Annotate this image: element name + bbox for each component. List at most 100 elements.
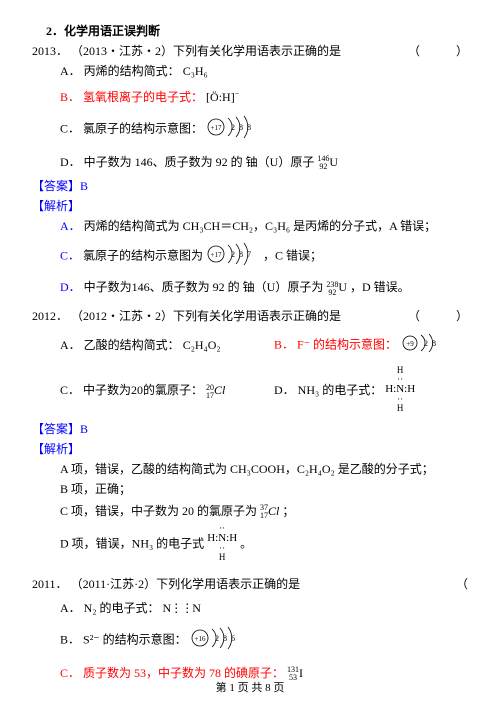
- label: D．: [60, 280, 81, 294]
- svg-text:8: 8: [239, 123, 243, 132]
- q2011-text: （2011·江苏·2）下列化学用语表示正确的是: [71, 577, 301, 591]
- text: 氯原子的结构示意图：: [83, 121, 203, 135]
- text: 乙酸的结构简式：: [84, 338, 180, 352]
- label: B．: [274, 337, 294, 351]
- svg-text:2: 2: [231, 123, 235, 132]
- svg-text:7: 7: [247, 250, 251, 259]
- q2013-jx-label: 【解析】: [32, 197, 468, 215]
- tail: 。: [240, 536, 252, 550]
- isotope: 3717Cl: [260, 504, 282, 518]
- tail: ，C 错误；: [263, 249, 322, 263]
- q2011-prefix: 2011．: [32, 577, 68, 591]
- nh3-lewis-correct: ·· H:N:H ·· H: [207, 524, 237, 565]
- n2-lewis: N⋮⋮N: [163, 601, 200, 615]
- nh3-lewis-wrong: H ·· H:N:H ·· H: [385, 366, 415, 416]
- q2013-paren: （ ）: [408, 42, 468, 60]
- hydroxide-lewis: [Ö:H]−: [206, 90, 239, 104]
- isotope: 13153I: [287, 666, 303, 680]
- svg-text:+16: +16: [194, 635, 205, 643]
- q2012-jx-b: B 项，正确；: [32, 480, 468, 498]
- text: 氢氧根离子的电子式：: [83, 90, 203, 104]
- text: 中子数为146、质子数为 92 的 铀（U）原子为: [84, 280, 324, 294]
- q2012-prefix: 2012．: [32, 309, 68, 323]
- pre: C 项，错误，中子数为 20 的氯原子为: [60, 504, 257, 518]
- tail: ；: [282, 504, 294, 518]
- page-footer: 第 1 页 共 8 页: [0, 680, 500, 697]
- text: 丙烯的结构简式为 CH₃CH＝CH₂，C₃H₆ 是丙烯的分子式，A 错误；: [84, 219, 436, 233]
- text: N₂ 的电子式：: [84, 601, 160, 615]
- label: A．: [60, 64, 81, 78]
- q2012-row-ab: A． 乙酸的结构简式： C₂H₄O₂ B． F⁻ 的结构示意图： +9 2 8: [32, 331, 468, 360]
- q2013-header: 2013． （2013・江苏・2）下列有关化学用语表示正确的是 （ ）: [32, 42, 468, 60]
- q2013-opt-c: C． 氯原子的结构示意图： +17 2 8 8: [32, 114, 468, 145]
- q2013-answer: 【答案】B: [32, 177, 468, 195]
- svg-text:8: 8: [247, 123, 251, 132]
- q2012-answer: 【答案】B: [32, 420, 468, 438]
- text: 氯原子的结构示意图为: [83, 249, 203, 263]
- q2013-jx-a: A． 丙烯的结构简式为 CH₃CH＝CH₂，C₃H₆ 是丙烯的分子式，A 错误；: [32, 217, 468, 235]
- label: D．: [274, 382, 295, 396]
- label: A．: [60, 338, 81, 352]
- q2013-jx-c: C． 氯原子的结构示意图为 +17 2 8 7 ，C 错误；: [32, 241, 468, 272]
- isotope: 23892U: [326, 280, 350, 294]
- text: 丙烯的结构简式：: [84, 64, 180, 78]
- q2012-text: （2012・江苏・2）下列有关化学用语表示正确的是: [71, 309, 341, 323]
- text: S²⁻ 的结构示意图：: [83, 632, 187, 646]
- svg-text:2: 2: [231, 250, 235, 259]
- q2011-paren: （: [456, 575, 468, 593]
- q2013-opt-a: A． 丙烯的结构简式： C₃H₆: [32, 62, 468, 80]
- q2012-row-cd: C． 中子数为20的氯原子： 2017Cl D． NH₃ 的电子式： H ·· …: [32, 366, 468, 416]
- text: 中子数为20的氯原子：: [83, 383, 203, 397]
- label: C．: [60, 383, 80, 397]
- q2012-jx-a: A 项，错误，乙酸的结构简式为 CH₃COOH，C₂H₄O₂ 是乙酸的分子式；: [32, 460, 468, 478]
- q2013-jx-d: D． 中子数为146、质子数为 92 的 铀（U）原子为 23892U ，D 错…: [32, 278, 468, 296]
- q2012-opt-b: B． F⁻ 的结构示意图： +9 2 8: [254, 331, 468, 360]
- q2012-jx-c: C 项，错误，中子数为 20 的氯原子为 3717Cl ；: [32, 502, 468, 520]
- q2013-prefix: 2013．: [32, 44, 68, 58]
- label: C．: [60, 121, 80, 135]
- q2013-opt-d: D． 中子数为 146、质子数为 92 的 铀（U）原子 14692U: [32, 153, 468, 171]
- q2011-opt-b: B． S²⁻ 的结构示意图： +16 2 8 6: [32, 625, 468, 656]
- label: D．: [60, 155, 81, 169]
- atom-diagram-icon: +17 2 8 8: [206, 114, 260, 145]
- text: NH₃ 的电子式：: [298, 382, 383, 396]
- svg-text:2: 2: [424, 339, 428, 348]
- text: 质子数为 53，中子数为 78 的碘原子：: [83, 666, 284, 680]
- q2012-opt-d: D． NH₃ 的电子式： H ·· H:N:H ·· H: [254, 366, 468, 416]
- svg-text:+9: +9: [406, 340, 414, 348]
- q2011-opt-a: A． N₂ 的电子式： N⋮⋮N: [32, 599, 468, 617]
- label: A．: [60, 219, 81, 233]
- formula: C₃H₆: [183, 64, 208, 78]
- atom-diagram-icon: +16 2 8 6: [190, 625, 244, 656]
- q2013-text: （2013・江苏・2）下列有关化学用语表示正确的是: [71, 44, 341, 58]
- q2012-opt-a: A． 乙酸的结构简式： C₂H₄O₂: [60, 336, 254, 354]
- tail: ，D 错误。: [350, 280, 410, 294]
- q2012-header: 2012． （2012・江苏・2）下列有关化学用语表示正确的是 （ ）: [32, 307, 468, 325]
- q2012-jx-label: 【解析】: [32, 440, 468, 458]
- q2012-paren: （ ）: [408, 307, 468, 325]
- q2011-header: 2011． （2011·江苏·2）下列化学用语表示正确的是 （: [32, 575, 468, 593]
- svg-text:6: 6: [231, 634, 235, 643]
- svg-text:8: 8: [223, 634, 227, 643]
- atom-diagram-icon: +17 2 8 7: [206, 241, 260, 272]
- label: B．: [60, 90, 80, 104]
- isotope: 14692U: [317, 155, 338, 169]
- label: C．: [60, 666, 80, 680]
- q2012-opt-c: C． 中子数为20的氯原子： 2017Cl: [60, 381, 254, 399]
- text: 中子数为 146、质子数为 92 的 铀（U）原子: [84, 155, 315, 169]
- formula: C₂H₄O₂: [183, 338, 221, 352]
- pre: D 项，错误，NH₃ 的电子式: [60, 536, 204, 550]
- isotope: 2017Cl: [206, 383, 225, 397]
- svg-text:8: 8: [432, 339, 436, 348]
- svg-text:+17: +17: [211, 124, 222, 132]
- label: C．: [60, 249, 80, 263]
- q2012-jx-d: D 项，错误，NH₃ 的电子式 ·· H:N:H ·· H 。: [32, 524, 468, 565]
- label: B．: [60, 632, 80, 646]
- atom-diagram-icon: +9 2 8: [400, 331, 444, 360]
- svg-text:2: 2: [215, 634, 219, 643]
- section-title: 2．化学用语正误判断: [32, 22, 468, 40]
- label: A．: [60, 601, 81, 615]
- text: F⁻ 的结构示意图：: [297, 337, 397, 351]
- q2013-opt-b: B． 氢氧根离子的电子式： [Ö:H]−: [32, 88, 468, 106]
- svg-text:8: 8: [239, 250, 243, 259]
